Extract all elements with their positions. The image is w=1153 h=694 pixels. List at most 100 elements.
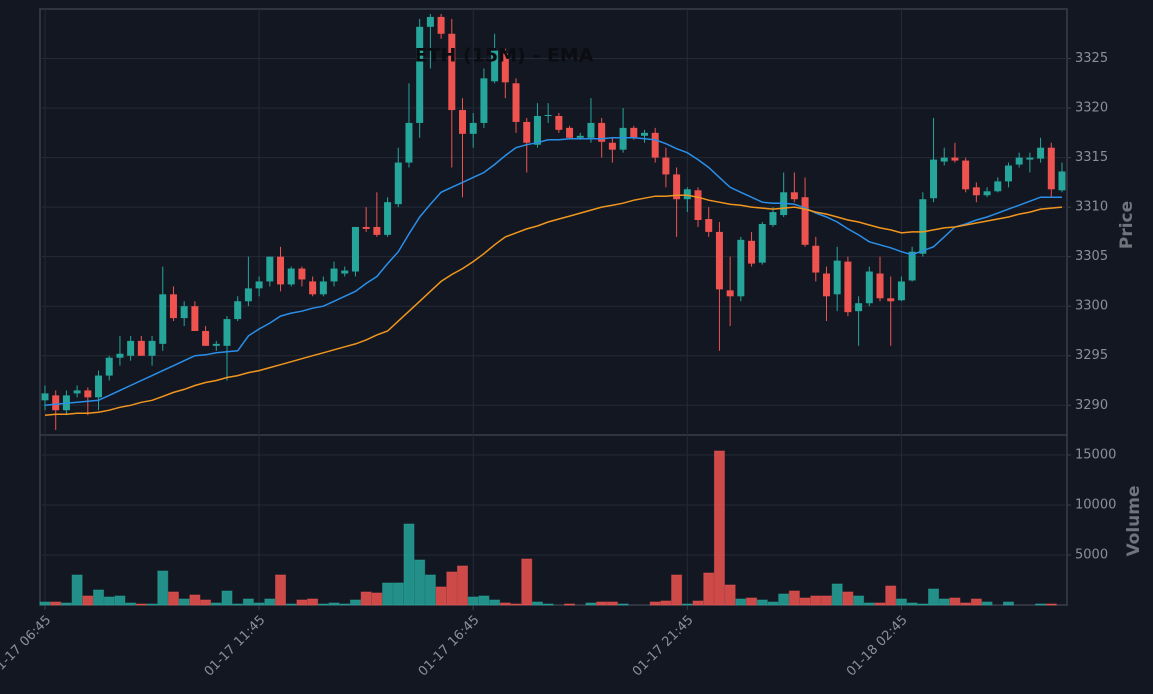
volume-bar	[863, 602, 875, 606]
candle-body	[73, 390, 81, 394]
candle-body	[459, 110, 467, 134]
volume-bar	[467, 596, 479, 606]
volume-bar	[970, 598, 982, 606]
volume-bar	[82, 595, 94, 606]
candle-body	[501, 53, 509, 83]
volume-bar	[167, 591, 179, 606]
volume-bar	[435, 586, 447, 606]
volume-bar	[853, 595, 865, 606]
volume-bar	[906, 602, 918, 606]
candle-body	[865, 271, 873, 304]
candle-body	[480, 78, 488, 123]
volume-bar	[50, 601, 62, 606]
candle-body	[1058, 171, 1066, 191]
volume-bar	[221, 590, 233, 606]
candle-body	[544, 115, 552, 117]
candle-body	[651, 132, 659, 158]
candle-body	[683, 189, 691, 200]
volume-bar	[403, 523, 415, 606]
volume-bar	[885, 585, 897, 606]
candle-body	[287, 268, 295, 285]
candle-body	[822, 273, 830, 297]
volume-bar	[938, 598, 950, 606]
candle-body	[202, 330, 210, 346]
volume-bar	[820, 595, 832, 606]
volume-bar	[446, 571, 458, 606]
candle-body	[972, 187, 980, 196]
candle-body	[694, 190, 702, 221]
candle-body	[962, 160, 970, 190]
candle-body	[908, 251, 916, 281]
volume-bar	[981, 601, 993, 606]
volume-bar	[392, 582, 404, 606]
volume-bar	[949, 597, 961, 606]
candle-body	[105, 357, 113, 376]
volume-bar	[713, 450, 725, 606]
candle-body	[630, 127, 638, 138]
candle-body	[640, 132, 648, 136]
volume-bar	[928, 588, 940, 606]
y-tick-label: 3310	[1075, 200, 1108, 215]
volume-bar	[285, 603, 297, 606]
volume-bar	[125, 602, 137, 606]
candle-body	[876, 273, 884, 299]
candle-body	[330, 268, 338, 282]
y-tick-label: 3315	[1075, 150, 1108, 165]
volume-bar	[382, 582, 394, 606]
candle-body	[373, 226, 381, 235]
volume-bar	[724, 584, 736, 606]
volume-bar	[1035, 603, 1047, 606]
volume-bar	[307, 598, 319, 606]
volume-bar	[157, 570, 169, 606]
y-axis-label: Volume	[1124, 485, 1144, 556]
candle-body	[855, 303, 863, 312]
volume-bar	[746, 597, 758, 606]
candle-body	[309, 281, 317, 295]
y-tick-label: 3290	[1075, 398, 1108, 413]
volume-bar	[778, 593, 790, 606]
candle-body	[748, 240, 756, 264]
candle-body	[84, 390, 92, 398]
candle-body	[437, 16, 445, 34]
volume-bar	[189, 594, 201, 606]
candle-body	[469, 122, 477, 134]
candle-body	[705, 219, 713, 232]
volume-bar	[585, 602, 597, 606]
candle-body	[191, 306, 199, 331]
y-tick-label: 3295	[1075, 348, 1108, 363]
volume-bar	[1045, 603, 1057, 606]
volume-bar	[371, 592, 383, 606]
volume-bar	[895, 598, 907, 606]
candle-body	[394, 162, 402, 205]
volume-bar	[831, 583, 843, 606]
candle-body	[362, 226, 370, 229]
candle-body	[1037, 147, 1045, 159]
candle-body	[726, 290, 734, 297]
candle-body	[169, 294, 177, 319]
candle-body	[127, 340, 135, 356]
candle-body	[523, 121, 531, 143]
candle-body	[897, 281, 905, 301]
volume-bar	[360, 591, 372, 606]
volume-bar	[735, 598, 747, 606]
volume-bar	[200, 599, 212, 606]
volume-bar	[564, 603, 576, 606]
volume-bar	[414, 559, 426, 606]
volume-bar	[606, 601, 618, 606]
y-tick-label: 10000	[1075, 498, 1116, 513]
volume-bar	[242, 598, 254, 606]
candle-body	[1015, 157, 1023, 165]
candle-body	[384, 202, 392, 235]
candle-body	[1026, 157, 1034, 160]
candle-body	[576, 135, 584, 138]
candle-body	[180, 306, 188, 319]
ema-line	[44, 137, 1062, 407]
volume-bar	[660, 600, 672, 606]
volume-bar	[135, 603, 147, 606]
volume-bar	[692, 600, 704, 606]
candle-body	[608, 142, 616, 150]
candle-body	[833, 260, 841, 295]
volume-bar	[264, 598, 276, 606]
volume-bar	[457, 565, 469, 606]
